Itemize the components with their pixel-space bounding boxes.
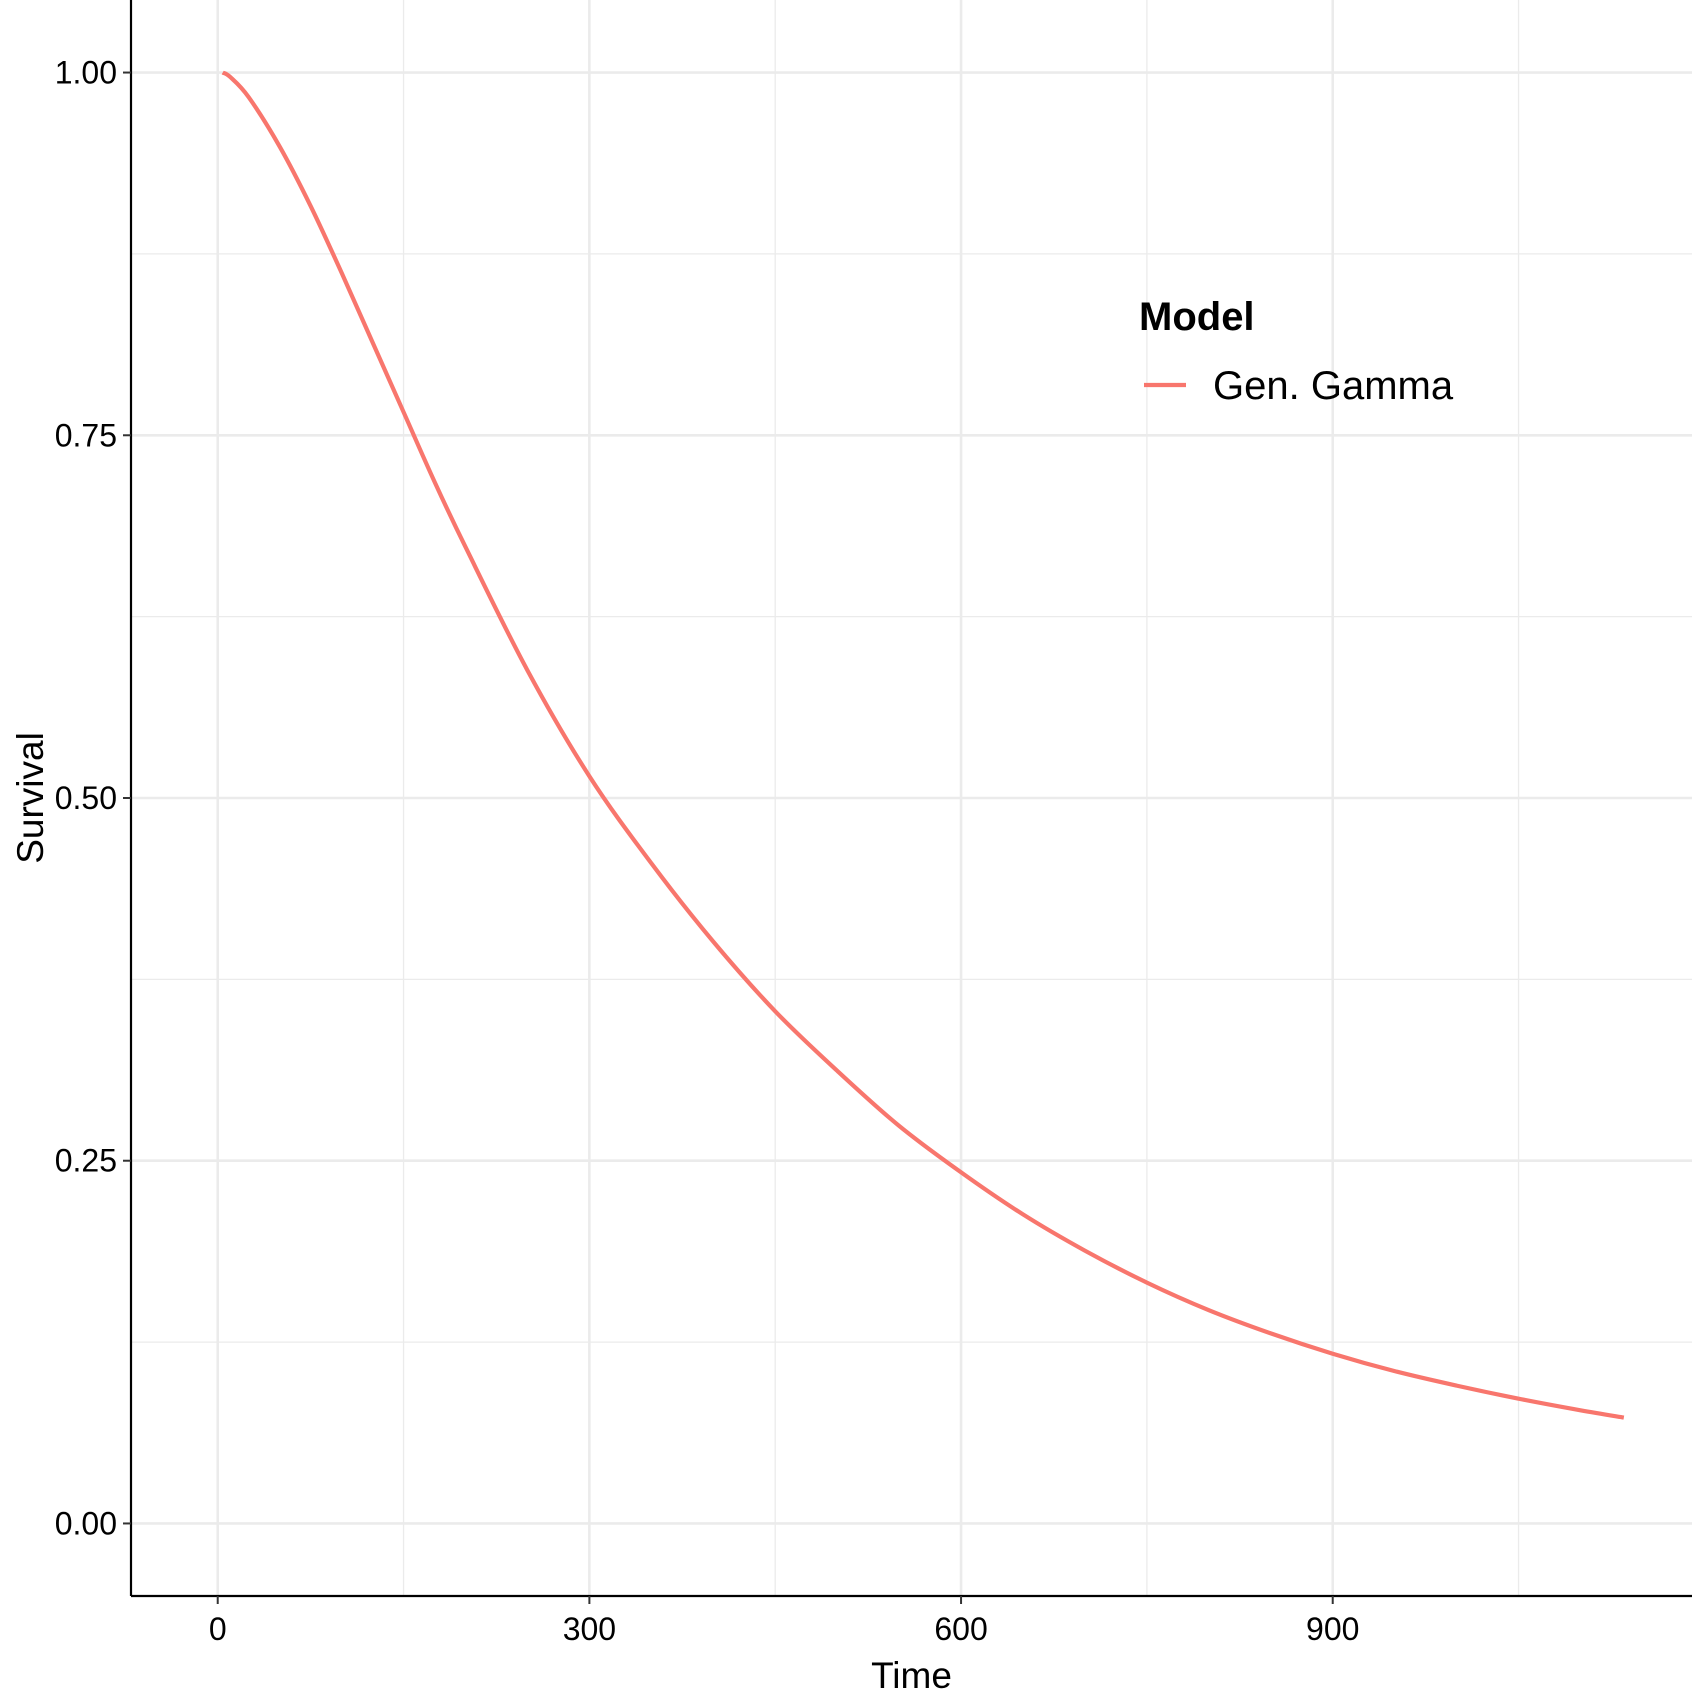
major-gridlines: [131, 0, 1692, 1596]
legend-items: Gen. Gamma: [1144, 364, 1454, 408]
x-tick-label: 0: [209, 1611, 227, 1647]
legend-item-label: Gen. Gamma: [1213, 364, 1454, 408]
legend: Model Gen. Gamma: [1139, 295, 1454, 408]
x-tick-label: 600: [934, 1611, 987, 1647]
y-tick-label: 0.50: [55, 780, 117, 816]
y-tick-label: 0.75: [55, 417, 117, 453]
y-tick-label: 0.00: [55, 1505, 117, 1541]
series-layer: [221, 70, 1625, 1420]
y-axis-ticks: 0.00 0.25 0.50 0.75 1.00: [55, 55, 131, 1541]
y-tick-label: 1.00: [55, 55, 117, 91]
x-tick-label: 300: [563, 1611, 616, 1647]
series-line-gen-gamma: [221, 70, 1625, 1420]
x-tick-label: 900: [1306, 1611, 1359, 1647]
x-axis-ticks: 0 300 600 900: [209, 1596, 1359, 1647]
y-tick-label: 0.25: [55, 1143, 117, 1179]
y-axis-title: Survival: [10, 732, 51, 864]
x-axis-title: Time: [871, 1655, 952, 1692]
legend-title: Model: [1139, 295, 1255, 339]
